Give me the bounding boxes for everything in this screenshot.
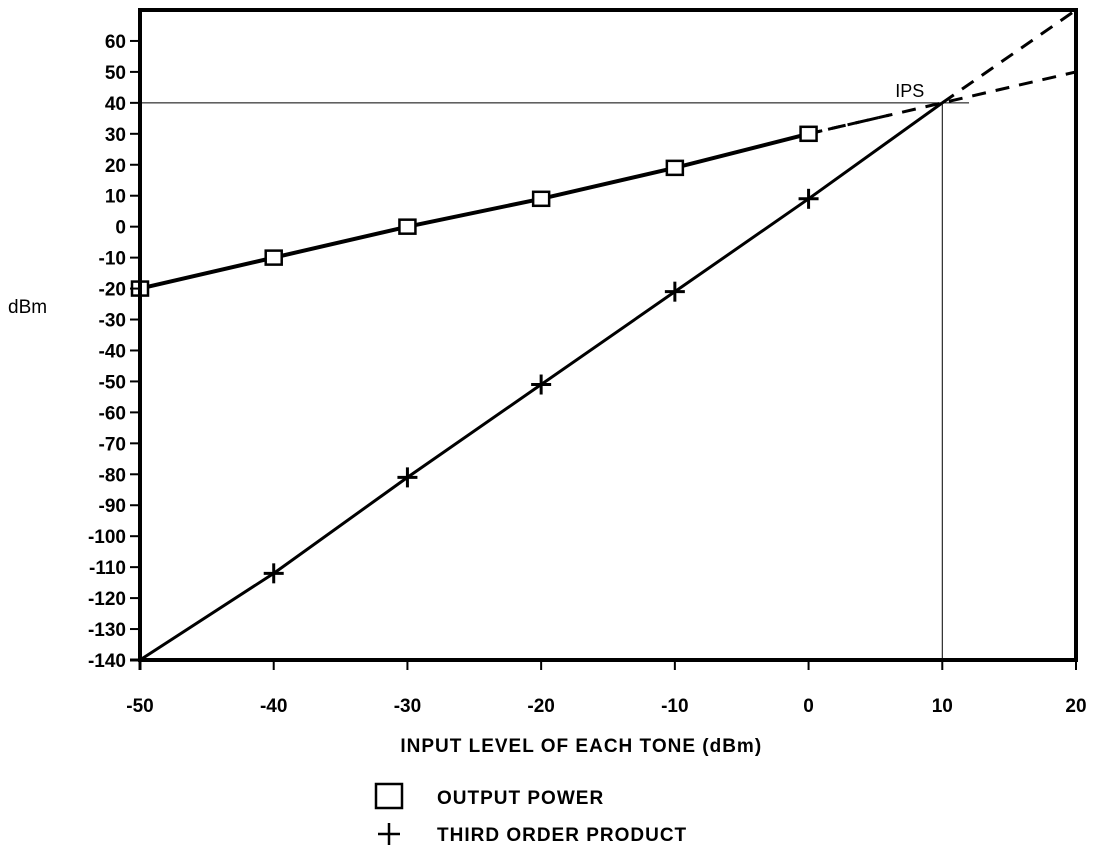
y-tick-label: -60 [99,403,126,424]
series-extrapolation [808,113,890,136]
x-tick-label: 0 [803,696,814,717]
series-layer [130,8,1077,670]
third-order-point [798,188,819,209]
y-axis-label: dBm [8,297,47,318]
x-tick-label: -50 [126,696,153,717]
third-order-point [263,563,284,584]
y-tick-label: 0 [115,218,126,239]
output-power-point [398,218,417,235]
y-tick-label: -20 [99,280,126,301]
plot-frame [138,8,1078,662]
y-tick-label: 40 [105,94,126,115]
y-tick-label: -110 [89,558,126,579]
y-tick-label: -80 [99,465,126,486]
x-tick-label: -20 [527,696,554,717]
x-tick-label: -10 [661,696,688,717]
series-extrapolation [808,70,1077,136]
y-tick-label: -90 [99,496,126,517]
x-tick-label: -40 [260,696,287,717]
output-power-point [264,249,283,266]
legend-label: OUTPUT POWER [437,788,604,809]
y-tick-label: 60 [105,32,126,53]
axes: 60 50 40 30 20 10 0 -10 -20 -30 -40 -50 -60 -70 -80 -90… [88,32,1087,717]
x-tick-label: -30 [394,696,421,717]
y-tick-label: 50 [105,63,126,84]
y-tick-label: -50 [99,372,126,393]
x-tick-label: 10 [932,696,953,717]
series-line [139,131,810,291]
x-axis-label: INPUT LEVEL OF EACH TONE (dBm) [400,736,762,757]
y-tick-label: -70 [99,434,126,455]
output-power-point [665,159,685,177]
legend-square-icon [374,782,404,810]
series-extrapolation [941,8,1077,105]
ips-annotation: IPS [895,81,924,101]
y-tick-label: 30 [105,125,126,146]
third-order-point [664,281,685,302]
reference-lines [140,102,970,660]
y-tick-label: -120 [88,589,126,610]
series-line-segment [807,101,944,201]
y-tick-label: -30 [99,311,126,332]
y-tick-label: -40 [99,341,126,362]
third-order-point [531,374,552,395]
y-tick-label: -130 [88,620,126,641]
series-line [139,197,810,662]
output-power-point [531,190,551,208]
legend-label: THIRD ORDER PRODUCT [437,825,687,846]
output-power-point [799,125,818,143]
y-tick-label: 10 [105,187,126,208]
x-tick-label: 20 [1065,696,1086,717]
legend-plus-icon [378,823,400,845]
legend: OUTPUT POWER THIRD ORDER PRODUCT [374,782,687,846]
third-order-point [397,467,418,488]
y-tick-label: -10 [99,249,126,270]
y-tick-label: -140 [88,651,126,672]
y-tick-label: -100 [88,527,126,548]
y-tick-label: 20 [105,156,126,177]
